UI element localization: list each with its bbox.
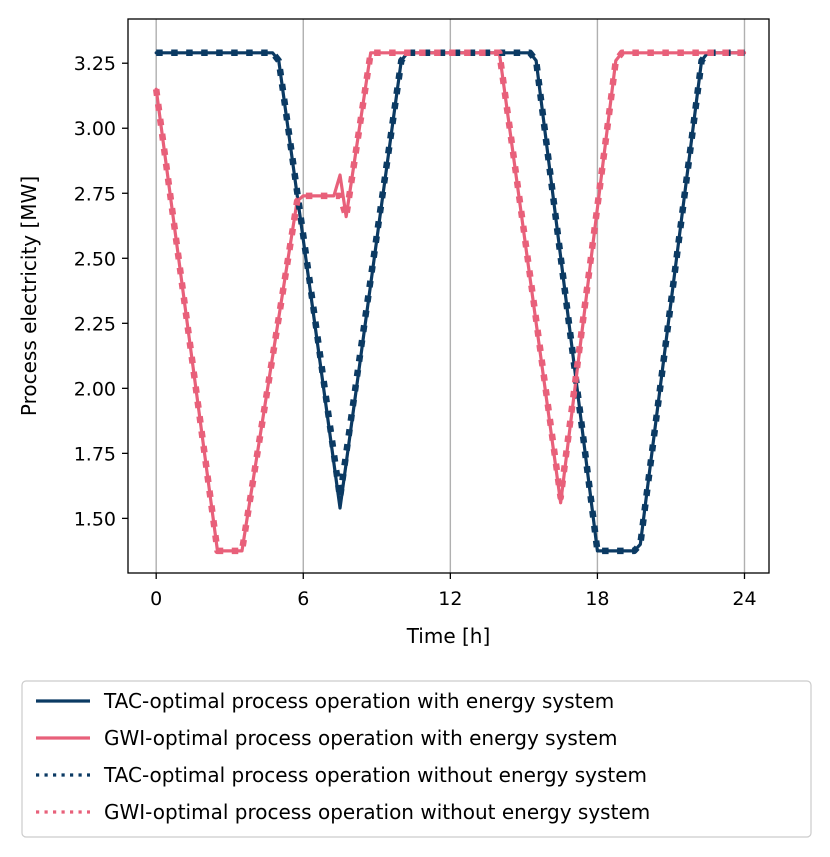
legend-label-tac-optimal-process-operation-without-energy-system: TAC-optimal process operation without en… [103, 763, 647, 787]
legend-label-tac-optimal-process-operation-with-energy-system: TAC-optimal process operation with energ… [103, 689, 614, 713]
y-tick-label-4: 2.50 [74, 248, 116, 270]
x-tick-label-0: 0 [150, 588, 162, 610]
legend-label-gwi-optimal-process-operation-without-energy-system: GWI-optimal process operation without en… [104, 800, 650, 824]
x-tick-label-4: 24 [732, 588, 756, 610]
series-line-tac-optimal-process-operation-without-energy-system [156, 49, 745, 555]
y-axis-label: Process electricity [MW] [17, 176, 41, 416]
legend: TAC-optimal process operation with energ… [21, 680, 812, 838]
legend-label-gwi-optimal-process-operation-with-energy-system: GWI-optimal process operation with energ… [104, 726, 617, 750]
grid-lines [155, 19, 746, 573]
x-tick-label-2: 12 [438, 588, 462, 610]
x-axis-label: Time [h] [406, 624, 491, 648]
series-lines [152, 49, 747, 555]
y-tick-label-1: 1.75 [74, 443, 116, 465]
x-tick-label-3: 18 [585, 588, 609, 610]
x-tick-label-1: 6 [297, 588, 309, 610]
y-tick-label-2: 2.00 [74, 378, 116, 400]
y-axis-ticks: 1.50 1.75 2.00 2.25 2.50 2.75 3.00 3.25 [74, 53, 128, 530]
x-axis-ticks: 0 6 12 18 24 [150, 573, 757, 610]
plot-frame [127, 18, 770, 574]
legend-frame [21, 680, 812, 838]
y-tick-label-7: 3.25 [74, 53, 116, 75]
y-tick-label-3: 2.25 [74, 313, 116, 335]
y-tick-label-5: 2.75 [74, 183, 116, 205]
y-tick-label-6: 3.00 [74, 118, 116, 140]
series-line-gwi-optimal-process-operation-without-energy-system [152, 49, 745, 555]
y-tick-label-0: 1.50 [74, 508, 116, 530]
